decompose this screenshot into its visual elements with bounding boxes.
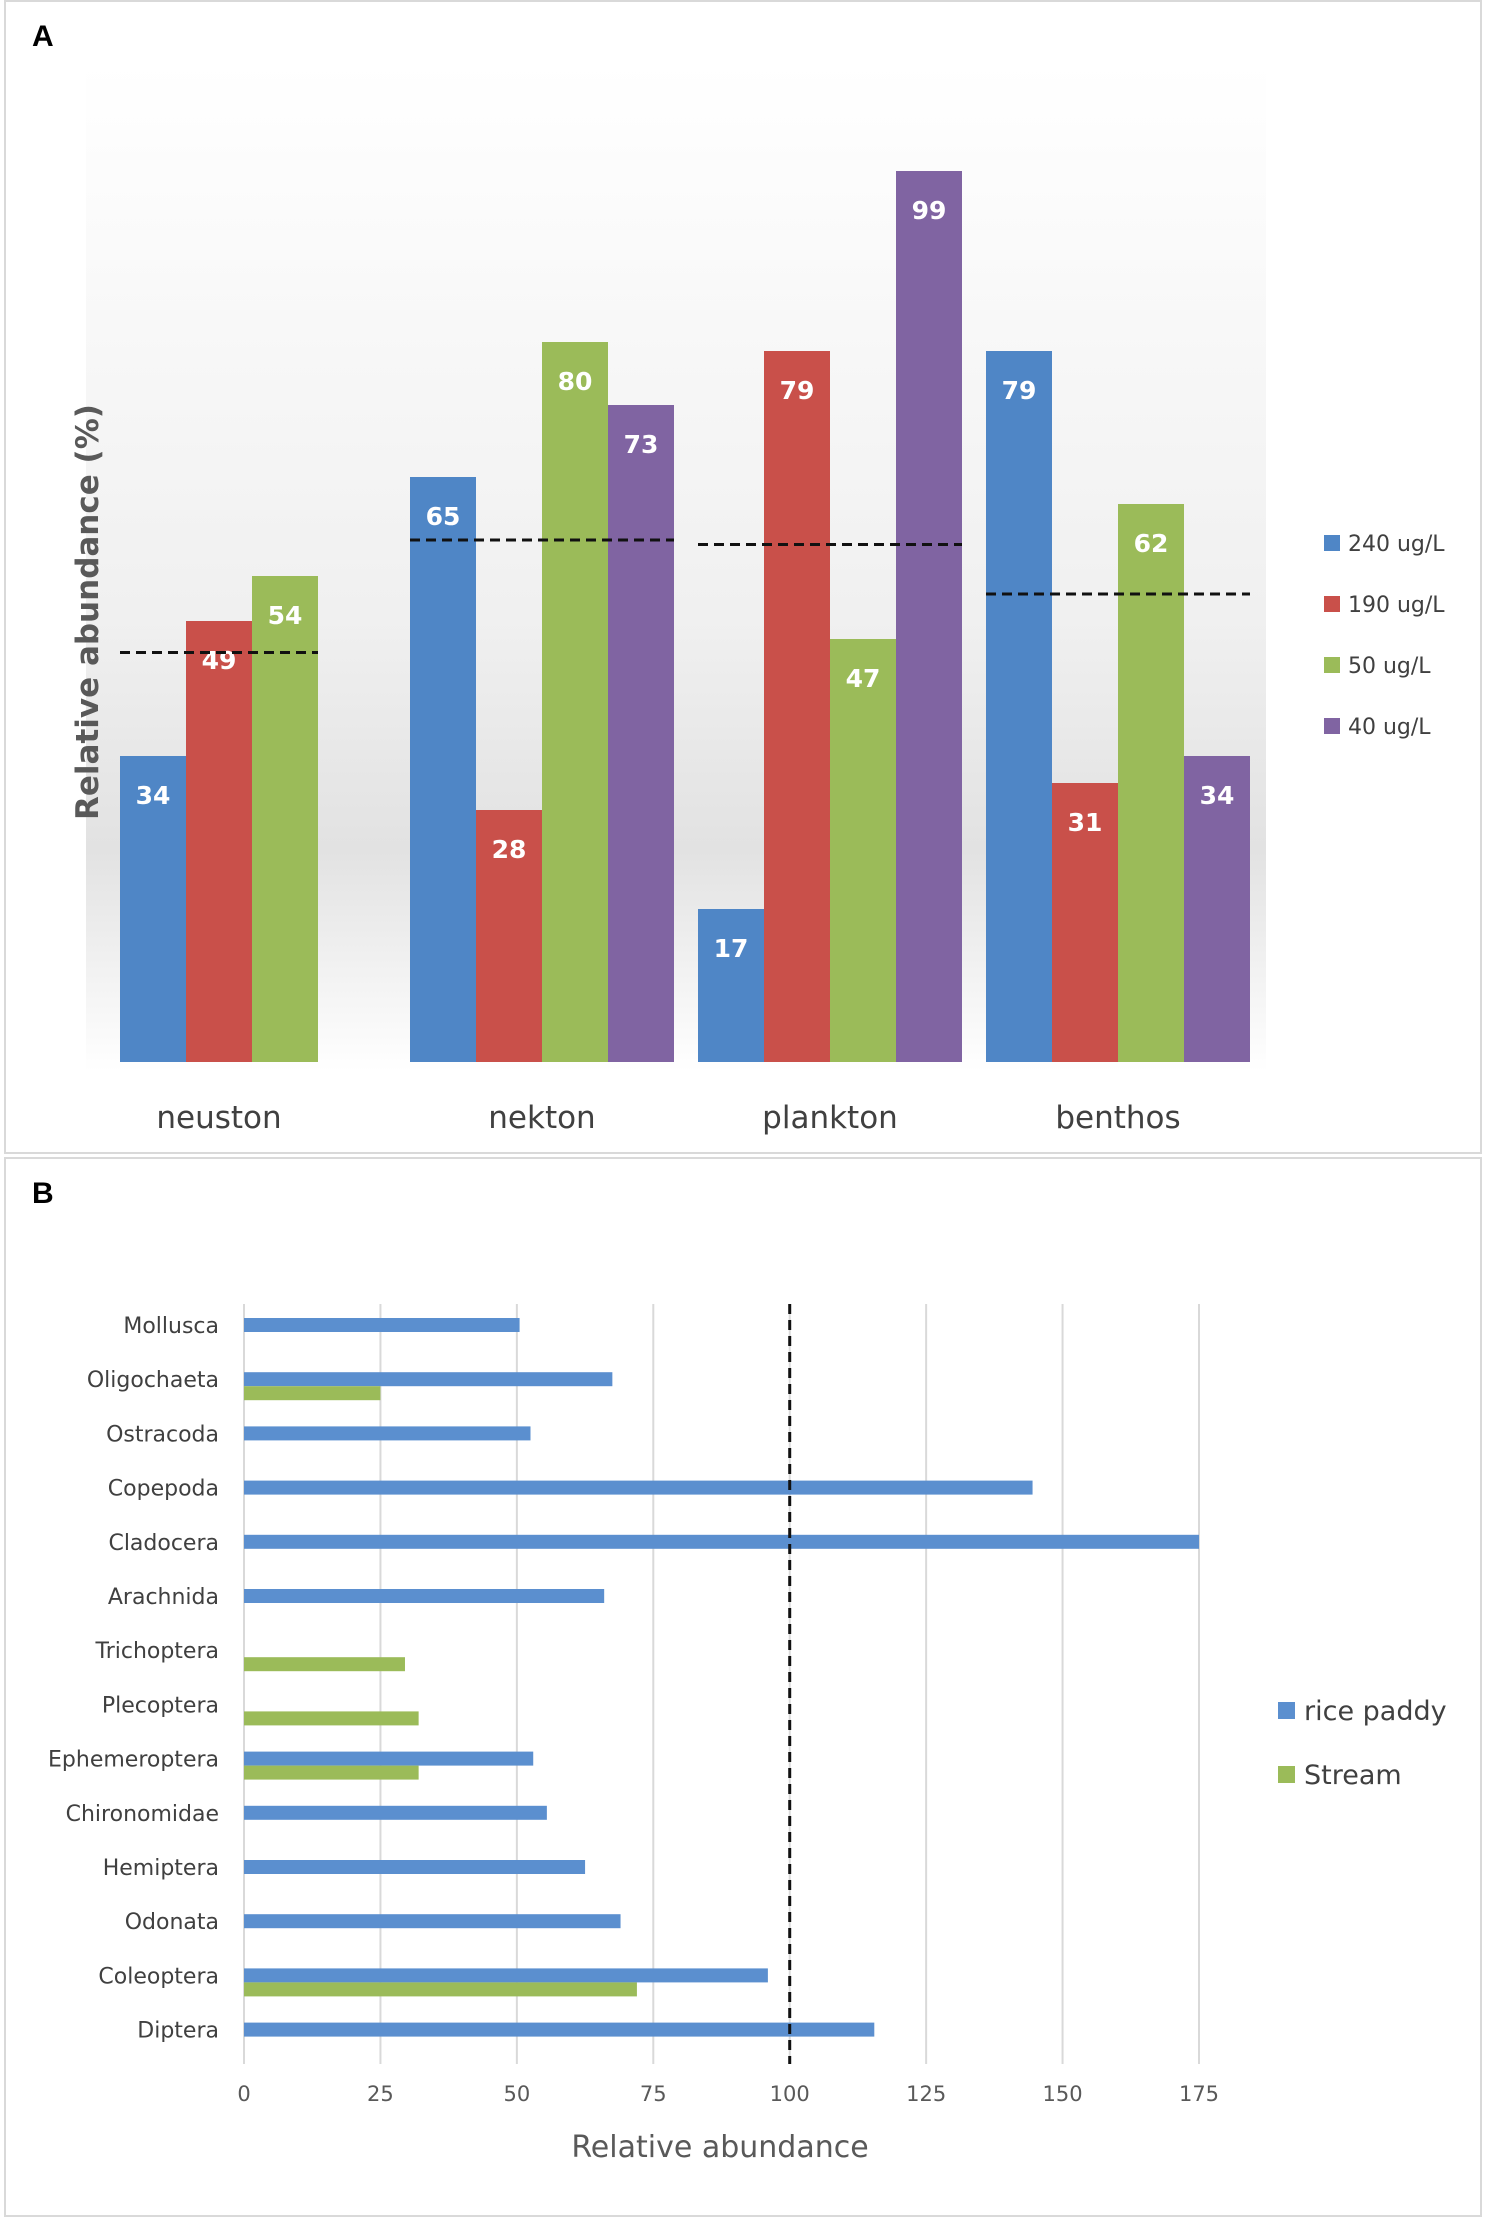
bar-neuston-190-ug-l	[186, 621, 252, 1062]
panel-b-label: B	[32, 1177, 54, 1210]
data-label-nekton-240-ug-l: 65	[426, 502, 461, 531]
bar-benthos-240-ug-l	[986, 351, 1052, 1062]
category-label-arachnida: Arachnida	[108, 1585, 219, 1610]
bar-plankton-240-ug-l	[698, 909, 764, 1062]
legend-label-40-ug-l: 40 ug/L	[1348, 715, 1431, 740]
category-label-coleoptera: Coleoptera	[98, 1964, 219, 1989]
bar-nekton-240-ug-l	[410, 477, 476, 1062]
data-label-plankton-190-ug-l: 79	[780, 376, 815, 405]
bar-arachnida-rice-paddy	[244, 1589, 605, 1603]
legend-swatch-40-ug-l	[1324, 718, 1340, 734]
chart-b: 0 25 50 75 100 125 150 175 Mollusca Oligochaeta Os…	[48, 1304, 1447, 2165]
category-label-oligochaeta: Oligochaeta	[87, 1368, 219, 1393]
bar-ephemeroptera-rice-paddy	[244, 1751, 534, 1766]
chart-a-marks: 34 49 54 neuston 65 28 80 73 nekton 17 79 47 99 plank…	[70, 171, 1445, 1136]
panel-a-label: A	[32, 20, 54, 53]
data-label-plankton-50-ug-l: 47	[846, 664, 881, 693]
x-tick-label-75: 75	[640, 2082, 667, 2106]
legend-swatch-50-ug-l	[1324, 657, 1340, 673]
bar-benthos-50-ug-l	[1118, 504, 1184, 1062]
bar-benthos-190-ug-l	[1052, 783, 1118, 1062]
x-axis-label: Relative abundance	[571, 2130, 868, 2165]
category-label-plankton: plankton	[762, 1100, 898, 1136]
bar-plecoptera-stream	[244, 1711, 419, 1726]
legend-label-240-ug-l: 240 ug/L	[1348, 532, 1445, 557]
panel-a: A 34 49 54 neuston 65 28 80 73 nekton 17 79 47 99 pla…	[4, 0, 1482, 1154]
bar-mollusca-rice-paddy	[244, 1318, 520, 1332]
bar-benthos-40-ug-l	[1184, 756, 1250, 1062]
data-label-benthos-40-ug-l: 34	[1200, 781, 1235, 810]
category-label-odonata: Odonata	[125, 1910, 219, 1935]
x-tick-label-25: 25	[367, 2082, 394, 2106]
category-label-chironomidae: Chironomidae	[66, 1802, 219, 1827]
category-label-nekton: nekton	[488, 1100, 595, 1136]
data-label-plankton-40-ug-l: 99	[912, 196, 947, 225]
x-tick-label-0: 0	[237, 2082, 250, 2106]
bar-plankton-50-ug-l	[830, 639, 896, 1062]
category-label-benthos: benthos	[1055, 1100, 1180, 1136]
x-tick-label-150: 150	[1043, 2082, 1083, 2106]
x-tick-label-175: 175	[1179, 2082, 1219, 2106]
bar-nekton-50-ug-l	[542, 342, 608, 1062]
legend-swatch-rice-paddy	[1278, 1702, 1295, 1719]
category-label-ephemeroptera: Ephemeroptera	[48, 1748, 219, 1773]
category-label-cladocera: Cladocera	[108, 1531, 219, 1556]
data-label-nekton-50-ug-l: 80	[558, 367, 593, 396]
x-tick-label-50: 50	[503, 2082, 530, 2106]
bar-neuston-240-ug-l	[120, 756, 186, 1062]
legend-label-rice-paddy: rice paddy	[1304, 1696, 1447, 1727]
bar-hemiptera-rice-paddy	[244, 1860, 586, 1874]
bar-oligochaeta-stream	[244, 1386, 381, 1401]
category-label-neuston: neuston	[156, 1100, 281, 1136]
bar-chironomidae-rice-paddy	[244, 1805, 547, 1820]
bar-ephemeroptera-stream	[244, 1765, 419, 1780]
bar-nekton-40-ug-l	[608, 405, 674, 1062]
legend-swatch-190-ug-l	[1324, 596, 1340, 612]
category-label-hemiptera: Hemiptera	[103, 1856, 219, 1881]
bar-nekton-190-ug-l	[476, 810, 542, 1062]
legend-label-stream: Stream	[1304, 1760, 1402, 1791]
category-label-plecoptera: Plecoptera	[102, 1693, 219, 1718]
bar-plankton-40-ug-l	[896, 171, 962, 1062]
bar-coleoptera-rice-paddy	[244, 1968, 768, 1983]
legend-swatch-stream	[1278, 1766, 1295, 1783]
bar-plankton-190-ug-l	[764, 351, 830, 1062]
data-label-benthos-240-ug-l: 79	[1002, 376, 1037, 405]
bar-copepoda-rice-paddy	[244, 1480, 1033, 1495]
category-label-diptera: Diptera	[137, 2019, 219, 2044]
bar-oligochaeta-rice-paddy	[244, 1372, 613, 1387]
bar-odonata-rice-paddy	[244, 1914, 621, 1929]
data-label-neuston-240-ug-l: 34	[136, 781, 171, 810]
category-label-mollusca: Mollusca	[123, 1314, 219, 1339]
x-tick-label-125: 125	[906, 2082, 946, 2106]
data-label-benthos-50-ug-l: 62	[1134, 529, 1169, 558]
y-axis-label: Relative abundance (%)	[70, 404, 106, 820]
bar-neuston-50-ug-l	[252, 576, 318, 1062]
data-label-benthos-190-ug-l: 31	[1068, 808, 1103, 837]
category-label-trichoptera: Trichoptera	[94, 1639, 219, 1664]
chart-b-marks: 0 25 50 75 100 125 150 175 Mollusca Oligochaeta Os…	[48, 1304, 1447, 2165]
category-label-copepoda: Copepoda	[108, 1477, 219, 1502]
legend-label-190-ug-l: 190 ug/L	[1348, 593, 1445, 618]
data-label-nekton-190-ug-l: 28	[492, 835, 527, 864]
bar-diptera-rice-paddy	[244, 2022, 875, 2037]
panel-b: B 0 25 50 75 100 125 150 175 Mollusca Oligochaeta…	[4, 1157, 1482, 2217]
data-label-neuston-190-ug-l: 49	[202, 646, 237, 675]
legend-swatch-240-ug-l	[1324, 535, 1340, 551]
data-label-plankton-240-ug-l: 17	[714, 934, 749, 963]
bar-coleoptera-stream	[244, 1982, 637, 1997]
bar-cladocera-rice-paddy	[244, 1534, 1199, 1549]
data-label-nekton-40-ug-l: 73	[624, 430, 659, 459]
x-tick-label-100: 100	[770, 2082, 810, 2106]
bar-trichoptera-stream	[244, 1657, 405, 1672]
legend-label-50-ug-l: 50 ug/L	[1348, 654, 1431, 679]
data-label-neuston-50-ug-l: 54	[268, 601, 303, 630]
category-label-ostracoda: Ostracoda	[106, 1422, 219, 1447]
bar-ostracoda-rice-paddy	[244, 1426, 531, 1441]
chart-a: 34 49 54 neuston 65 28 80 73 nekton 17 79 47 99 plank…	[70, 62, 1445, 1136]
